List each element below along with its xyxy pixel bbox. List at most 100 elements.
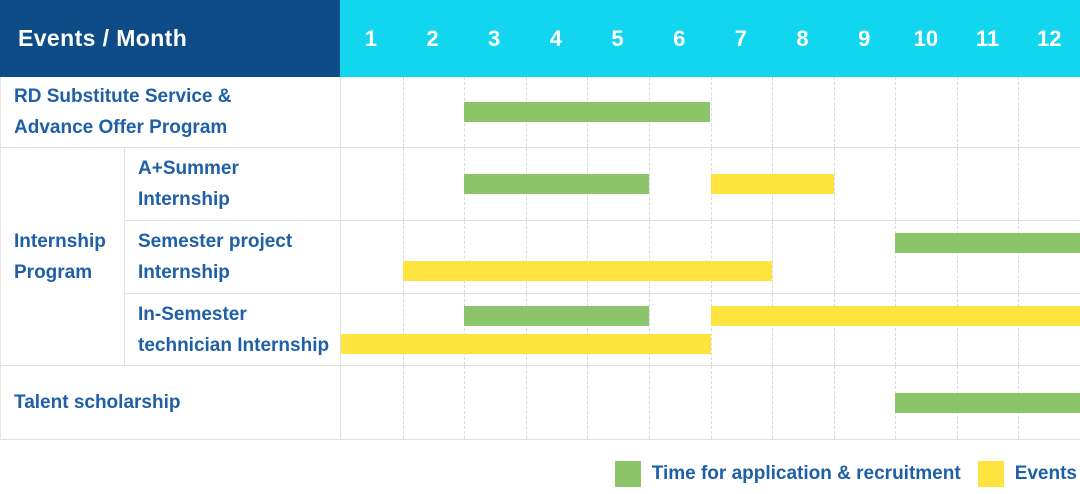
row-chart-area xyxy=(340,294,1080,365)
table-row: A+Summer Internship xyxy=(125,148,1080,221)
row-label-line: A+Summer xyxy=(138,158,239,179)
month-gridline xyxy=(710,366,712,439)
legend-item: Time for application & recruitment xyxy=(614,461,961,487)
month-gridline xyxy=(1018,294,1020,365)
month-gridline xyxy=(833,221,835,293)
bar-line xyxy=(341,174,1080,194)
table-header-title: Events / Month xyxy=(0,0,340,77)
gantt-bar-event xyxy=(402,261,773,281)
legend-swatch-application xyxy=(614,461,641,487)
row-label: Semester project Internship xyxy=(125,221,340,293)
row-label: In-Semester technician Internship xyxy=(125,294,340,365)
month-gridline xyxy=(648,366,650,439)
month-header: 1 2 3 4 5 6 7 8 9 10 11 12 xyxy=(340,0,1080,77)
month-header-cell: 6 xyxy=(673,25,686,51)
bar-line xyxy=(341,102,1080,122)
month-gridline xyxy=(1018,221,1020,293)
month-header-cell: 2 xyxy=(426,25,439,51)
month-gridline xyxy=(956,77,958,147)
table-row: RD Substitute Service & Advance Offer Pro… xyxy=(1,77,1080,148)
month-gridline xyxy=(772,221,774,293)
month-gridline xyxy=(710,221,712,293)
month-gridline xyxy=(710,294,712,365)
row-label-line: Semester project xyxy=(138,231,293,252)
group-label: Internship Program xyxy=(1,148,124,366)
row-label-line: Talent scholarship xyxy=(14,392,181,413)
month-gridline xyxy=(402,221,404,293)
gantt-bar-application xyxy=(464,305,649,326)
month-gridline xyxy=(772,77,774,147)
month-gridline xyxy=(525,366,527,439)
legend-item: Events xyxy=(977,461,1077,487)
gantt-bar-application xyxy=(895,233,1080,253)
row-label-line: Advance Offer Program xyxy=(14,117,228,138)
bar-line xyxy=(341,261,1080,281)
bar-lines xyxy=(341,294,1080,365)
row-label-line: RD Substitute Service & xyxy=(14,86,232,107)
month-gridline xyxy=(895,294,897,365)
month-gridline xyxy=(956,221,958,293)
row-chart-area xyxy=(340,77,1080,147)
table-row-group: Internship Program A+Summer Internship Seme… xyxy=(1,148,1080,366)
bar-line xyxy=(341,392,1080,413)
month-gridline xyxy=(587,221,589,293)
month-gridline xyxy=(956,148,958,220)
month-gridline xyxy=(833,77,835,147)
gantt-bar-event xyxy=(341,333,711,354)
gantt-bar-application xyxy=(895,392,1080,413)
gantt-bar-event xyxy=(710,174,834,194)
row-label-line: In-Semester xyxy=(138,303,247,325)
row-label: Talent scholarship xyxy=(1,366,340,439)
month-gridline xyxy=(402,148,404,220)
row-label-line: Internship xyxy=(138,262,230,283)
table-row: In-Semester technician Internship xyxy=(125,294,1080,366)
month-header-cell: 12 xyxy=(1036,25,1062,51)
month-gridline xyxy=(587,294,589,365)
legend-swatch-event xyxy=(977,461,1004,487)
month-gridline xyxy=(648,148,650,220)
month-gridline xyxy=(1018,148,1020,220)
bar-line xyxy=(341,233,1080,253)
month-gridline xyxy=(772,366,774,439)
bar-lines xyxy=(341,77,1080,147)
month-gridline xyxy=(956,294,958,365)
legend-label: Time for application & recruitment xyxy=(651,463,961,484)
events-table: Events / Month 1 2 3 4 5 6 7 8 9 10 11 12 RD Substi… xyxy=(0,0,1080,440)
month-gridline xyxy=(587,366,589,439)
month-gridline xyxy=(833,148,835,220)
table-row: Semester project Internship xyxy=(125,221,1080,294)
table-header-row: Events / Month 1 2 3 4 5 6 7 8 9 10 11 12 xyxy=(0,0,1080,77)
month-header-cell: 7 xyxy=(734,25,747,51)
month-header-cell: 10 xyxy=(913,25,939,51)
month-gridline xyxy=(464,366,466,439)
month-gridline xyxy=(525,221,527,293)
group-rows: A+Summer Internship Semester project Intern… xyxy=(124,148,1080,366)
gantt-bar-application xyxy=(464,102,711,122)
month-header-cell: 4 xyxy=(549,25,562,51)
legend-label: Events xyxy=(1014,463,1077,484)
bar-line xyxy=(341,333,1080,354)
table-row: Talent scholarship xyxy=(1,366,1080,440)
gantt-bar-application xyxy=(464,174,649,194)
bar-lines xyxy=(341,221,1080,293)
row-label: RD Substitute Service & Advance Offer Pro… xyxy=(1,77,340,147)
month-gridline xyxy=(772,294,774,365)
month-header-cell: 1 xyxy=(364,25,377,51)
table-body: RD Substitute Service & Advance Offer Pro… xyxy=(0,77,1080,440)
month-header-cell: 9 xyxy=(858,25,871,51)
row-chart-area xyxy=(340,221,1080,293)
month-header-cell: 3 xyxy=(488,25,501,51)
month-gridline xyxy=(1018,77,1020,147)
gantt-bar-event xyxy=(710,305,1080,326)
row-chart-area xyxy=(340,366,1080,439)
month-gridline xyxy=(464,294,466,365)
month-header-cell: 8 xyxy=(796,25,809,51)
month-gridline xyxy=(525,294,527,365)
month-gridline xyxy=(895,77,897,147)
month-gridline xyxy=(710,77,712,147)
month-gridline xyxy=(402,366,404,439)
month-gridline xyxy=(833,294,835,365)
month-gridline xyxy=(648,221,650,293)
month-gridline xyxy=(833,366,835,439)
